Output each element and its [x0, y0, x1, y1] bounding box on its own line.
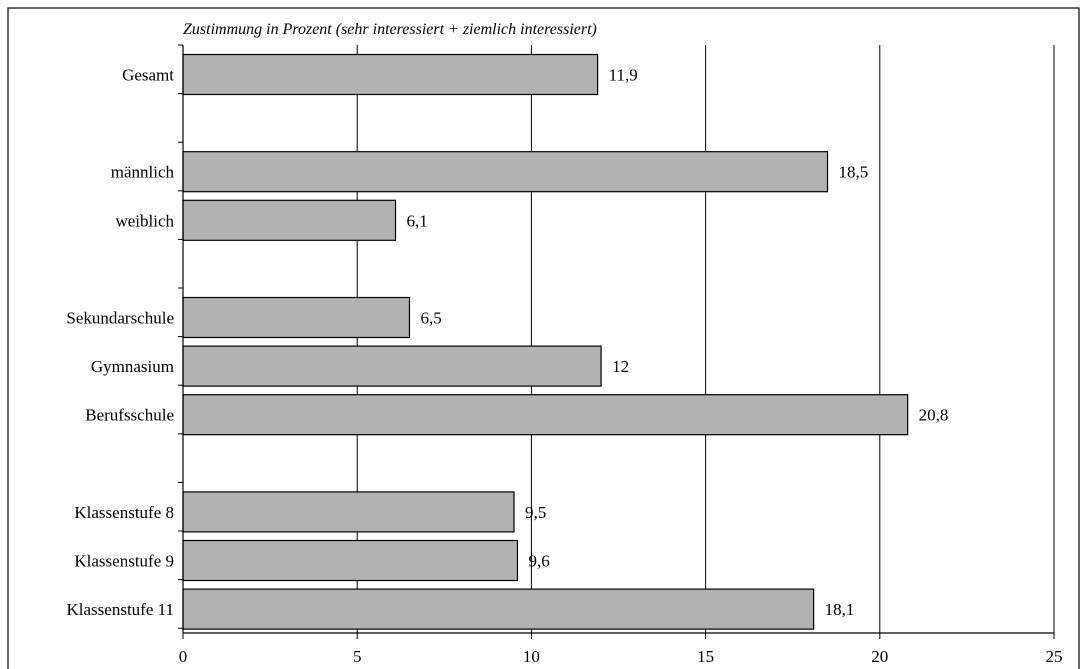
data-label: 9,5 [525, 503, 546, 522]
category-label: Klassenstufe 9 [74, 552, 174, 571]
x-tick-label: 15 [697, 647, 714, 666]
data-label: 12 [612, 357, 629, 376]
bar [182, 199, 397, 241]
category-label: Klassenstufe 11 [67, 600, 175, 619]
data-label: 9,6 [528, 552, 549, 571]
data-label: 11,9 [609, 66, 638, 85]
category-label: Klassenstufe 8 [74, 503, 174, 522]
bars [182, 53, 909, 630]
category-label: männlich [111, 163, 175, 182]
x-tick-label: 10 [523, 647, 540, 666]
bar [182, 394, 909, 436]
bar [182, 296, 411, 339]
category-label: weiblich [115, 211, 174, 230]
category-label: Sekundarschule [66, 309, 174, 328]
category-label: Berufsschule [85, 406, 174, 425]
bar [182, 53, 599, 96]
x-tick-label: 0 [179, 647, 188, 666]
data-label: 6,1 [407, 211, 428, 230]
data-label: 18,1 [825, 600, 855, 619]
axes: 0 5 10 15 20 25 [178, 44, 1063, 666]
labels: Gesamt 11,9 männlich 18,5 weiblich 6,1 Sekunda… [66, 66, 948, 620]
bar [182, 491, 515, 533]
chart-title: Zustimmung in Prozent (sehr interessiert… [183, 21, 597, 38]
bar [182, 588, 815, 630]
bar [182, 345, 602, 387]
category-label: Gymnasium [91, 357, 174, 376]
x-tick-label: 5 [353, 647, 362, 666]
x-tick-label: 20 [871, 647, 888, 666]
data-label: 6,5 [420, 309, 441, 328]
x-tick-label: 25 [1046, 647, 1063, 666]
category-label: Gesamt [122, 66, 174, 85]
data-label: 18,5 [839, 163, 869, 182]
data-label: 20,8 [919, 406, 949, 425]
bar [182, 151, 829, 193]
bar [182, 539, 519, 582]
gridlines [356, 45, 1055, 633]
